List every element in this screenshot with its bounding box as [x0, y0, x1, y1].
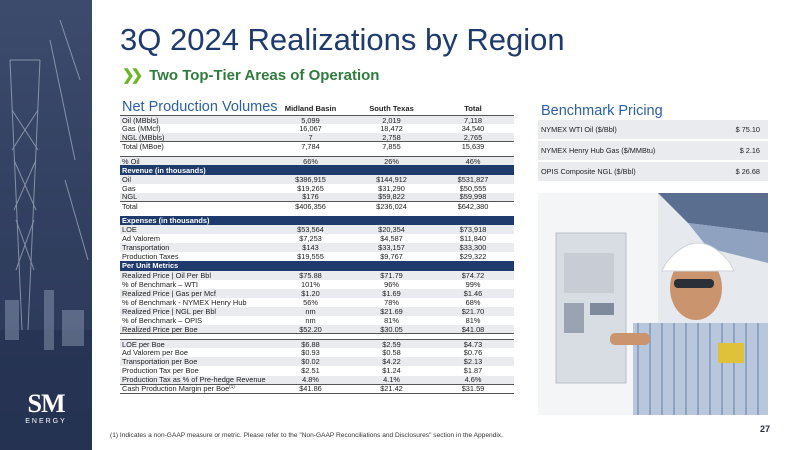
logo-mark: SM: [27, 389, 66, 418]
subtitle-text: Two Top-Tier Areas of Operation: [149, 66, 380, 84]
table-row: Production Tax as % of Pre-hedge Revenue…: [120, 375, 514, 385]
table-row: Ad Valorem $7,253 $4,587 $11,840: [122, 234, 487, 244]
section-header-expenses: Expenses (in thousands): [120, 215, 514, 226]
table-row: % of Benchmark – OPIS nm 81% 81%: [122, 316, 481, 326]
table-row-total: Total (MBoe) 7,784 7,855 15,639: [122, 142, 485, 152]
table-row: Oil $386,915 $144,912 $531,827: [120, 174, 514, 184]
table-row: Gas (MMcf) 16,067 18,472 34,540: [122, 124, 485, 134]
table-row: Ad Valorem per Boe $0.93 $0.58 $0.76: [122, 348, 483, 358]
footnote: (1) Indicates a non-GAAP measure or metr…: [110, 432, 503, 439]
table-row: Realized Price per Boe $52.20 $30.05 $41.08: [120, 325, 514, 335]
table-row: Realized Price | Oil Per Bbl $75.88 $71.79…: [120, 270, 514, 280]
double-chevron-icon: ❯❯: [122, 67, 143, 84]
table-row: Production Tax per Boe $2.51 $1.24 $1.87: [122, 366, 483, 376]
logo-word: ENERGY: [25, 418, 67, 425]
page-number: 27: [760, 424, 771, 434]
table-row: Realized Price | Gas per Mcf $1.20 $1.69 $1…: [120, 288, 514, 298]
benchmark-row: OPIS Composite NGL ($/Bbl) $ 26.68: [538, 162, 768, 181]
table-row: Gas $19,265 $31,290 $50,555: [122, 183, 487, 193]
table-row: Oil (MBbls) 5,099 2,019 7,118: [120, 115, 514, 125]
benchmark-row: NYMEX Henry Hub Gas ($/MMBtu) $ 2.16: [538, 141, 768, 160]
oil-rig-illustration: [0, 0, 92, 450]
table-row: LOE per Boe $6.88 $2.59 $4.73: [120, 339, 514, 349]
benchmark-row: NYMEX WTI Oil ($/Bbl) $ 75.10: [538, 120, 768, 139]
table-row: Production Taxes $19,555 $9,767 $29,322: [122, 252, 487, 262]
table-row: Transportation per Boe $0.02 $4.22 $2.13: [120, 357, 514, 367]
table-row-total: Total $406,356 $236,024 $642,380: [122, 201, 489, 211]
table-row: Realized Price | NGL per Bbl nm $21.69 $21.…: [120, 306, 514, 316]
benchmark-title: Benchmark Pricing: [541, 103, 663, 119]
field-worker-photo: [538, 193, 768, 415]
table-row: % of Benchmark – WTI 101% 96% 99%: [122, 279, 481, 289]
col-header-south-texas: South Texas: [369, 103, 414, 113]
col-header-total: Total: [464, 103, 482, 113]
table-row: Transportation $143 $33,157 $33,300: [120, 243, 514, 253]
page-title: 3Q 2024 Realizations by Region: [120, 22, 565, 57]
table-row: % of Benchmark - NYMEX Henry Hub 56% 78% 68…: [122, 297, 481, 307]
benchmark-table: NYMEX WTI Oil ($/Bbl) $ 75.10 NYMEX Henry…: [538, 120, 768, 183]
company-logo: SM ENERGY: [14, 389, 78, 426]
table-row: NGL (MBbls) 7 2,758 2,765: [120, 133, 514, 143]
net-production-title: Net Production Volumes: [122, 99, 278, 115]
table-row: NGL $176 $59,822 $59,998: [120, 192, 514, 202]
subtitle: ❯❯ Two Top-Tier Areas of Operation: [122, 66, 380, 85]
table-row: % Oil 66% 26% 46%: [120, 156, 514, 166]
section-header-revenue: Revenue (in thousands): [120, 165, 514, 175]
table-header-row: Midland Basin South Texas Total: [120, 101, 514, 115]
table-row-total: Cash Production Margin per Boe(1) $41.86 $…: [120, 384, 514, 394]
section-header-per-unit: Per Unit Metrics: [120, 261, 514, 271]
col-header-midland: Midland Basin: [284, 103, 337, 113]
realizations-table: Midland Basin South Texas Total Oil (MBb…: [120, 101, 514, 394]
footnote-marker: (1): [229, 384, 235, 390]
table-row: LOE $53,564 $20,354 $73,918: [120, 225, 514, 235]
sidebar-photo-panel: SM ENERGY: [0, 0, 92, 450]
